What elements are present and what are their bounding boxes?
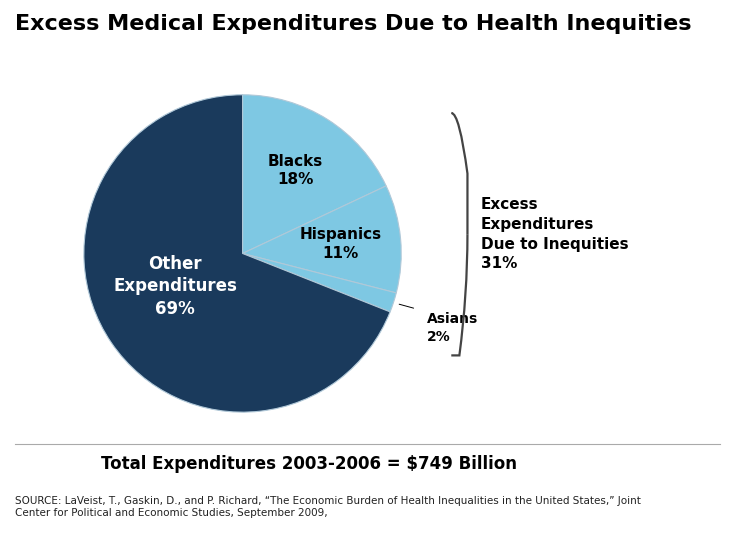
Wedge shape	[243, 253, 396, 312]
Text: Blacks
18%: Blacks 18%	[268, 154, 323, 187]
Text: FOUNDATION: FOUNDATION	[648, 529, 694, 534]
Text: KAISER: KAISER	[645, 498, 696, 511]
Text: THE HENRY J.: THE HENRY J.	[648, 489, 694, 495]
Text: Excess
Expenditures
Due to Inequities
31%: Excess Expenditures Due to Inequities 31…	[481, 197, 628, 272]
Wedge shape	[84, 95, 390, 412]
Text: Hispanics
11%: Hispanics 11%	[299, 228, 381, 261]
Text: Asians
2%: Asians 2%	[427, 312, 478, 344]
Wedge shape	[243, 95, 386, 253]
Wedge shape	[243, 186, 401, 293]
Text: Total Expenditures 2003-2006 = $749 Billion: Total Expenditures 2003-2006 = $749 Bill…	[101, 455, 517, 473]
Text: SOURCE: LaVeist, T., Gaskin, D., and P. Richard, “The Economic Burden of Health : SOURCE: LaVeist, T., Gaskin, D., and P. …	[15, 496, 641, 517]
Text: Excess Medical Expenditures Due to Health Inequities: Excess Medical Expenditures Due to Healt…	[15, 14, 691, 34]
Text: FAMILY: FAMILY	[646, 512, 695, 525]
Text: Other
Expenditures
69%: Other Expenditures 69%	[113, 255, 237, 317]
